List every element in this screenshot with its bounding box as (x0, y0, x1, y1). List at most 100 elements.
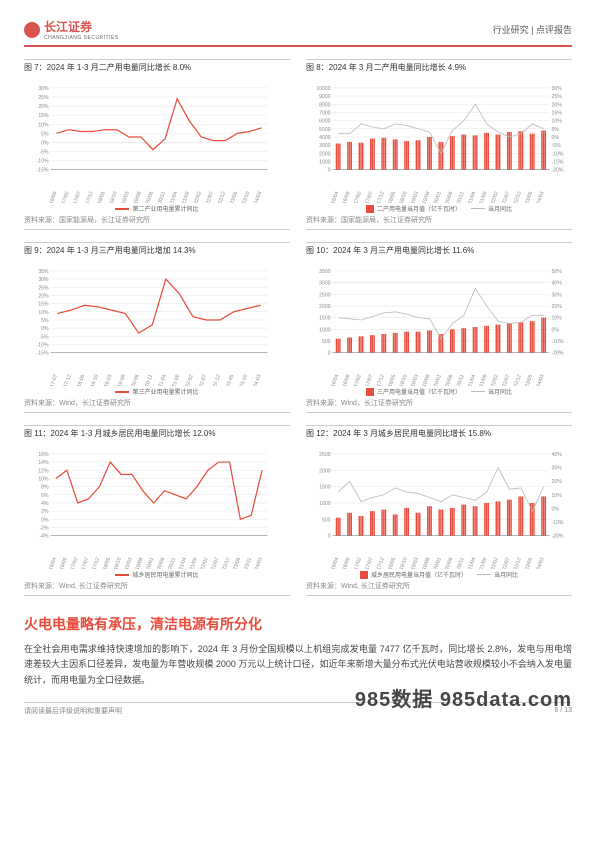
svg-text:2018/05: 2018/05 (95, 191, 107, 203)
logo-text: 长江证券 (44, 18, 119, 35)
svg-text:2000: 2000 (319, 468, 331, 474)
chart-svg-box: -15%-10%-5%0%5%10%15%20%25%30%2016/09201… (24, 73, 290, 203)
svg-text:2020/01: 2020/01 (431, 374, 443, 386)
svg-text:2017/12: 2017/12 (374, 374, 386, 386)
chart-source: 资料来源：国家能源局，长江证券研究所 (306, 213, 572, 230)
svg-text:2020/11: 2020/11 (454, 191, 466, 203)
chart-legend: 第三产业用电量累计同比 (24, 387, 290, 396)
svg-text:5000: 5000 (319, 127, 331, 133)
svg-text:2018/10: 2018/10 (397, 191, 409, 203)
svg-text:-5%: -5% (39, 334, 49, 340)
svg-text:2023/05: 2023/05 (522, 557, 534, 569)
svg-text:2021/04: 2021/04 (465, 191, 477, 203)
svg-text:2016/04: 2016/04 (46, 557, 58, 569)
svg-text:500: 500 (322, 339, 331, 345)
svg-text:6000: 6000 (319, 119, 331, 125)
svg-text:2017/12: 2017/12 (83, 191, 95, 203)
chart-title: 图 7：2024 年 1-3 月二产用电量同比增长 8.0% (24, 59, 290, 73)
svg-text:2017/12: 2017/12 (89, 557, 101, 569)
chart-legend: 城乡居民用电量累计同比 (24, 570, 290, 579)
svg-text:-10%: -10% (552, 151, 564, 157)
svg-text:8%: 8% (41, 485, 49, 491)
svg-text:-10%: -10% (552, 339, 564, 345)
svg-text:2019/08: 2019/08 (420, 374, 432, 386)
legend-swatch (366, 388, 374, 396)
chart-svg-box: -4%-2%0%2%4%6%8%10%12%14%16%2016/042016/… (24, 439, 290, 569)
svg-text:8000: 8000 (319, 102, 331, 108)
svg-text:0%: 0% (41, 140, 49, 146)
svg-text:2018/05: 2018/05 (100, 557, 112, 569)
svg-text:25%: 25% (552, 94, 563, 100)
svg-text:7000: 7000 (319, 110, 331, 116)
svg-text:1500: 1500 (319, 316, 331, 322)
svg-text:500: 500 (322, 517, 331, 523)
svg-text:3500: 3500 (319, 269, 331, 275)
svg-text:2023/05: 2023/05 (230, 557, 242, 569)
svg-text:4000: 4000 (319, 135, 331, 141)
chart-block-12: 图 12：2024 年 3 月城乡居民用电量同比增长 15.8%05001000… (306, 425, 572, 602)
svg-text:10%: 10% (38, 310, 49, 316)
svg-text:16%: 16% (38, 452, 49, 458)
legend-item: 第三产业用电量累计同比 (115, 387, 198, 396)
svg-text:2018/05: 2018/05 (385, 374, 397, 386)
svg-text:2021/09: 2021/09 (187, 557, 199, 569)
svg-text:2021/09: 2021/09 (477, 557, 489, 569)
chart-title: 图 10：2024 年 3 月三产用电量同比增长 11.6% (306, 242, 572, 256)
svg-text:2021/09: 2021/09 (477, 374, 489, 386)
chart-title: 图 11：2024 年 1-3 月城乡居民用电量同比增长 12.0% (24, 425, 290, 439)
svg-text:2018-05: 2018-05 (74, 374, 86, 386)
svg-text:2020/11: 2020/11 (165, 557, 177, 569)
svg-text:9000: 9000 (319, 94, 331, 100)
svg-text:14%: 14% (38, 460, 49, 466)
svg-text:2017/02: 2017/02 (351, 191, 363, 203)
svg-text:2023/05: 2023/05 (522, 191, 534, 203)
svg-text:25%: 25% (38, 95, 49, 101)
svg-text:2016/09: 2016/09 (47, 191, 59, 203)
svg-text:2017-12: 2017-12 (61, 374, 73, 386)
svg-text:2016/09: 2016/09 (340, 557, 352, 569)
chart-source: 资料来源：Wind，长江证券研究所 (24, 396, 290, 413)
svg-text:2016/04: 2016/04 (328, 374, 340, 386)
svg-text:2024/03: 2024/03 (534, 557, 546, 569)
legend-item: 当月同比 (471, 204, 512, 213)
svg-text:0%: 0% (552, 135, 560, 141)
legend-item: 当月同比 (477, 570, 518, 579)
svg-text:2023-10: 2023-10 (237, 374, 249, 386)
svg-text:2016/09: 2016/09 (340, 374, 352, 386)
svg-text:20%: 20% (552, 304, 563, 310)
svg-text:3000: 3000 (319, 143, 331, 149)
legend-label: 二产用电量当月值（亿千瓦时） (377, 204, 461, 213)
svg-text:2022/02: 2022/02 (488, 374, 500, 386)
legend-label: 城乡居民用电量累计同比 (132, 570, 198, 579)
svg-text:2020/06: 2020/06 (143, 191, 155, 203)
svg-text:-4%: -4% (39, 534, 49, 540)
svg-text:2016/04: 2016/04 (328, 557, 340, 569)
svg-text:40%: 40% (552, 281, 563, 287)
svg-text:2500: 2500 (319, 452, 331, 458)
svg-text:3000: 3000 (319, 281, 331, 287)
svg-text:2022/02: 2022/02 (191, 191, 203, 203)
chart-source: 资料来源：Wind, 长江证券研究所 (306, 579, 572, 596)
legend-item: 城乡居民用电量累计同比 (115, 570, 198, 579)
chart-block-11: 图 11：2024 年 1-3 月城乡居民用电量同比增长 12.0%-4%-2%… (24, 425, 290, 602)
svg-text:2020-06: 2020-06 (129, 374, 141, 386)
chart-block-9: 图 9：2024 年 1-3 月三产用电量同比增加 14.3%-15%-10%-… (24, 242, 290, 419)
svg-text:2020/06: 2020/06 (442, 374, 454, 386)
svg-text:20%: 20% (38, 293, 49, 299)
svg-text:10%: 10% (38, 122, 49, 128)
svg-text:2024/03: 2024/03 (534, 191, 546, 203)
svg-text:10%: 10% (38, 476, 49, 482)
svg-text:2022/12: 2022/12 (215, 191, 227, 203)
chart-svg-box: 0500100015002000250030003500-20%-10%0%10… (306, 256, 572, 386)
svg-text:50%: 50% (552, 269, 563, 275)
svg-text:6%: 6% (41, 493, 49, 499)
svg-text:0%: 0% (552, 327, 560, 333)
svg-text:2022/07: 2022/07 (209, 557, 221, 569)
svg-text:5%: 5% (41, 318, 49, 324)
svg-text:2500: 2500 (319, 292, 331, 298)
svg-text:2023/05: 2023/05 (227, 191, 239, 203)
svg-text:0: 0 (328, 168, 331, 174)
svg-text:2024/03: 2024/03 (534, 374, 546, 386)
legend-label: 第三产业用电量累计同比 (132, 387, 198, 396)
svg-text:2021/09: 2021/09 (477, 191, 489, 203)
